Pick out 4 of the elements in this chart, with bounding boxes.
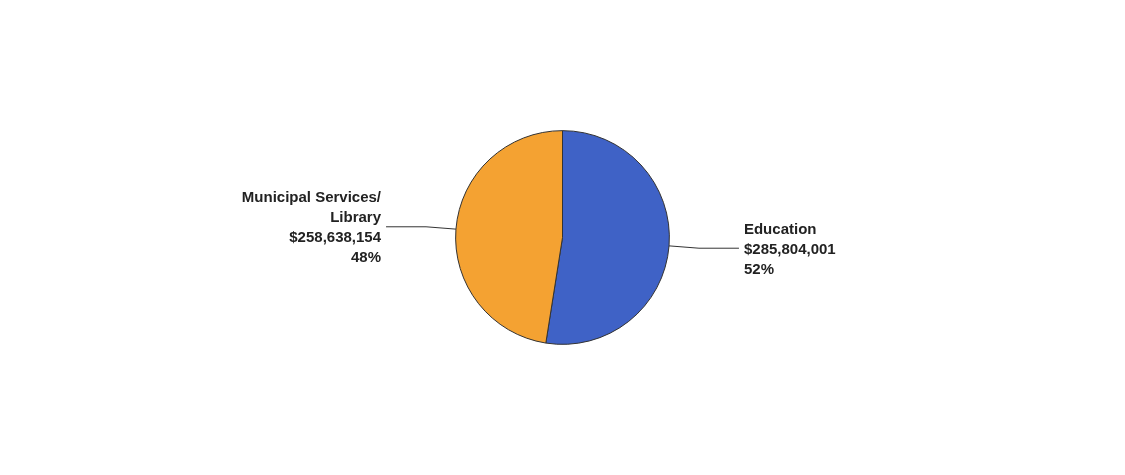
slice-label: Education (743, 219, 817, 237)
data-label: $258,638,154 48% (289, 228, 382, 266)
slice-label: Municipal Services/Library (241, 188, 382, 226)
data-label: $285,804,001 52% (743, 239, 836, 277)
